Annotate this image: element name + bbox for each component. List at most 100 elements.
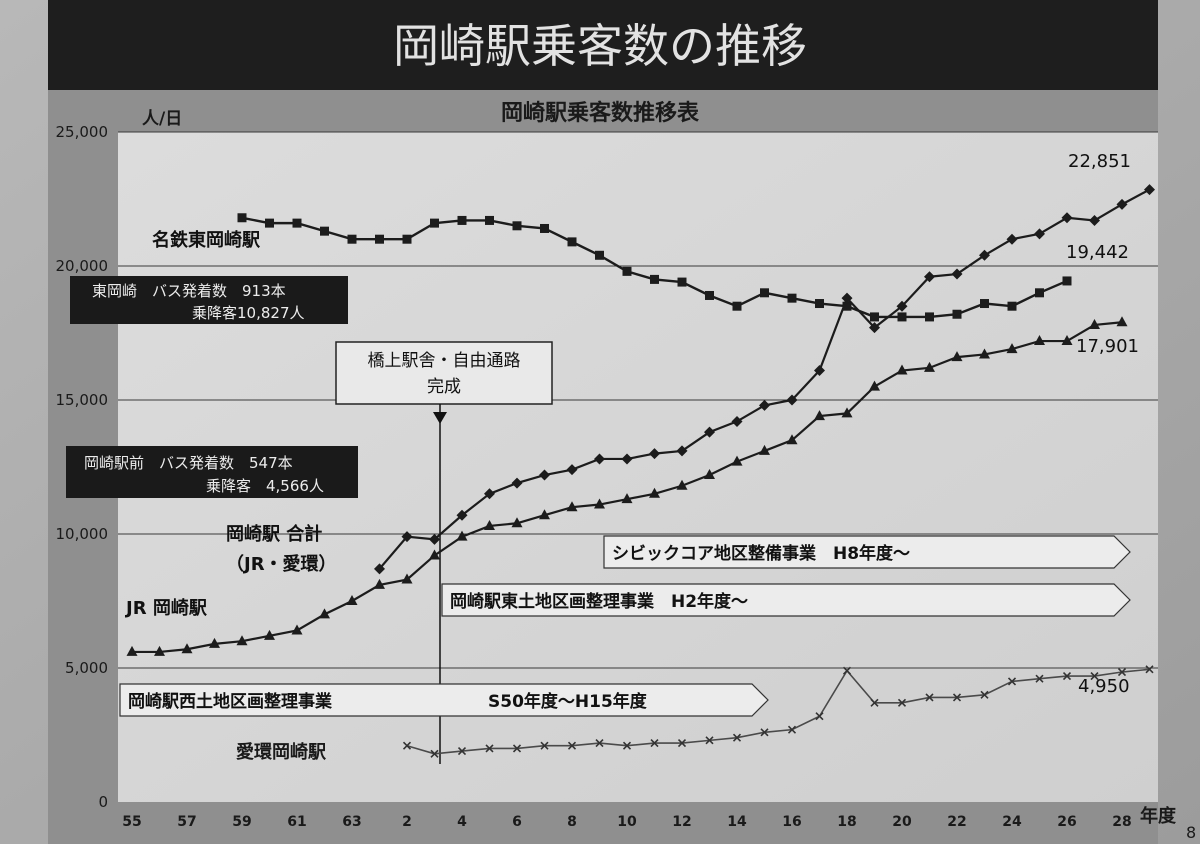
data-point — [621, 493, 633, 504]
annotation-bridge: 橋上駅舎・自由通路 完成 — [335, 341, 553, 764]
data-point — [979, 348, 990, 359]
x-tick-label: 16 — [782, 814, 801, 830]
data-point — [952, 309, 962, 319]
data-point — [1035, 674, 1044, 683]
series-label-total-line2: （JR・愛環） — [226, 553, 337, 575]
data-point — [401, 573, 413, 584]
data-point — [869, 380, 880, 391]
project-arrow-civic: シビックコア地区整備事業 H8年度～ — [603, 535, 1131, 569]
data-point — [650, 274, 659, 284]
title-banner — [48, 0, 1158, 90]
data-point — [374, 563, 385, 575]
data-point — [815, 712, 824, 721]
data-point — [925, 693, 934, 702]
x-axis-label: 年度 — [1140, 805, 1177, 827]
series-0 — [237, 213, 1072, 322]
data-point — [264, 629, 275, 640]
annotation-text: 乗降客 4,566人 — [206, 477, 324, 495]
annotation-box — [66, 446, 358, 498]
x-tick-label: 12 — [672, 814, 691, 830]
data-point — [154, 645, 165, 656]
data-point — [567, 741, 577, 750]
data-point — [1062, 276, 1072, 286]
data-point — [705, 290, 714, 300]
data-point — [979, 249, 990, 261]
data-point — [1006, 343, 1018, 354]
x-tick-label: 20 — [892, 814, 912, 830]
x-tick-label: 61 — [287, 814, 306, 830]
data-point — [595, 250, 604, 260]
data-point — [842, 301, 852, 311]
data-point — [236, 635, 248, 646]
data-point — [869, 322, 880, 334]
data-point — [924, 361, 935, 372]
data-point — [1034, 335, 1045, 346]
end-value-meitetsu: 19,442 — [1066, 242, 1129, 263]
y-axis-label: 人/日 — [142, 109, 182, 129]
data-point — [594, 498, 605, 509]
data-point — [896, 364, 908, 375]
data-point — [622, 266, 632, 276]
annotation-text: 岡崎駅東土地区画整理事業 H2年度～ — [450, 591, 748, 612]
data-point — [457, 215, 467, 225]
data-point — [566, 501, 578, 512]
series-1 — [374, 184, 1155, 575]
data-point — [676, 445, 688, 457]
annotation-text: シビックコア地区整備事業 H8年度～ — [612, 543, 910, 564]
x-tick-label: 24 — [1002, 814, 1022, 830]
series-layer — [126, 184, 1155, 758]
data-point — [896, 300, 908, 312]
data-point — [291, 624, 303, 635]
data-point — [456, 530, 468, 541]
annotation-text: 橋上駅舎・自由通路 — [368, 351, 521, 371]
data-point — [951, 351, 963, 362]
annotation-box — [70, 276, 348, 324]
data-point — [430, 749, 439, 758]
data-point — [402, 741, 412, 750]
data-point — [181, 643, 193, 654]
data-point — [1061, 212, 1073, 224]
data-point — [319, 608, 330, 619]
x-tick-label: 10 — [617, 814, 637, 830]
x-tick-label: 28 — [1112, 814, 1131, 830]
data-point — [760, 728, 769, 737]
data-point — [897, 698, 907, 707]
end-value-jr: 17,901 — [1076, 336, 1139, 357]
series-label-jr: JR 岡崎駅 — [124, 597, 208, 619]
data-point — [511, 477, 523, 489]
data-point — [952, 693, 962, 702]
annotation-text: 完成 — [427, 377, 461, 397]
data-point — [126, 645, 138, 656]
y-tick-label: 25,000 — [56, 123, 109, 141]
data-point — [539, 509, 550, 520]
arrow-shape — [441, 583, 1131, 617]
data-point — [1144, 184, 1155, 196]
y-tick-label: 5,000 — [65, 659, 108, 677]
data-point — [704, 426, 715, 438]
data-point — [732, 733, 742, 742]
y-tick-label: 0 — [98, 793, 108, 811]
data-point — [1089, 214, 1100, 226]
series-label-meitetsu: 名鉄東岡崎駅 — [152, 229, 261, 251]
data-point — [814, 365, 825, 377]
data-point — [1035, 288, 1044, 298]
x-tick-label: 18 — [837, 814, 856, 830]
data-point — [566, 464, 578, 476]
data-point — [484, 488, 495, 500]
data-point — [786, 394, 798, 406]
data-point — [649, 487, 660, 498]
data-point — [1007, 677, 1017, 686]
data-point — [209, 637, 220, 648]
data-point — [237, 213, 247, 223]
data-point — [786, 434, 798, 445]
data-point — [676, 479, 688, 490]
data-point — [511, 517, 523, 528]
data-point — [265, 218, 274, 228]
series-2 — [126, 316, 1128, 656]
data-point — [540, 741, 549, 750]
data-point — [595, 738, 604, 748]
data-point — [567, 237, 577, 247]
data-point — [980, 690, 989, 699]
data-point — [897, 312, 907, 322]
end-value-aikan: 4,950 — [1078, 676, 1130, 697]
